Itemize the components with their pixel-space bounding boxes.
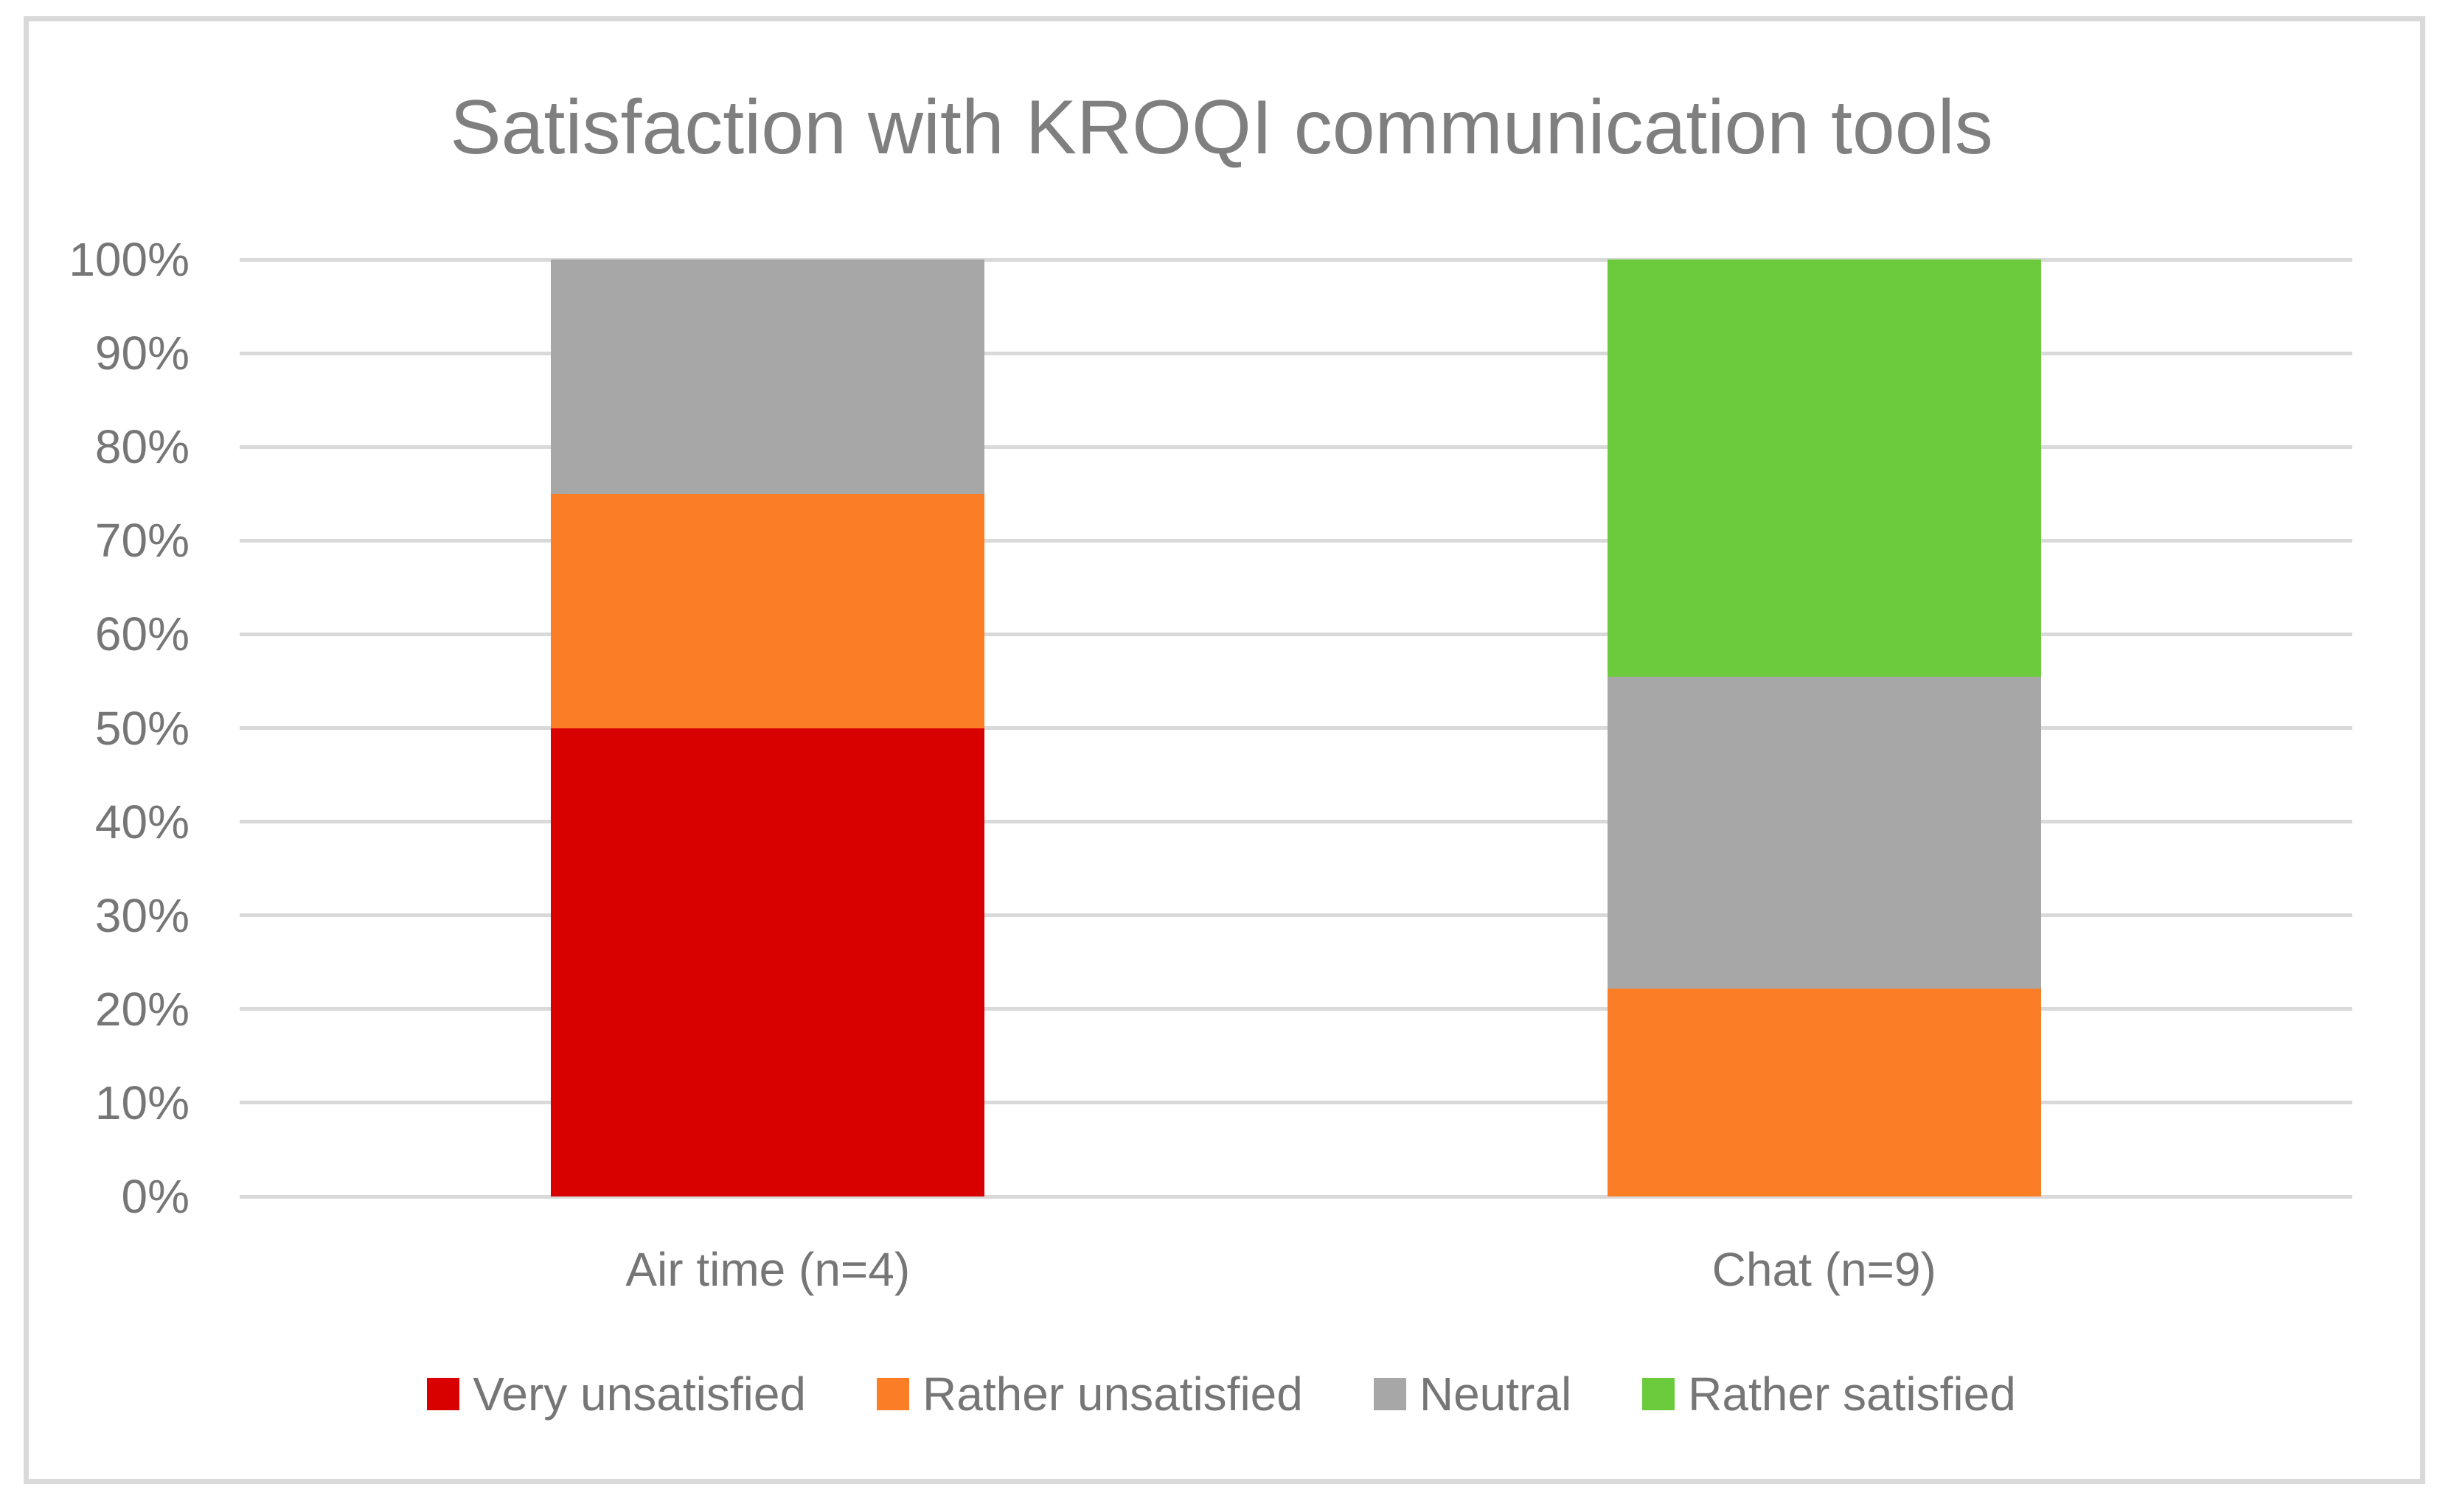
segment-neutral-air-time-n-4	[551, 259, 985, 494]
legend-item-neutral: Neutral	[1373, 1368, 1572, 1421]
y-axis-tick-labels: 0% 10% 20% 30% 40% 50% 60% 70% 80% 90% 100%	[24, 236, 190, 1220]
y-tick-label-80: 80%	[94, 420, 190, 474]
gridline-50	[240, 726, 2352, 730]
y-tick-label-90: 90%	[94, 327, 190, 380]
y-tick-label-70: 70%	[94, 514, 190, 568]
gridline-90	[240, 351, 2352, 355]
gridline-60	[240, 632, 2352, 636]
gridline-20	[240, 1007, 2352, 1011]
y-tick-label-30: 30%	[94, 888, 190, 942]
legend-label-rather-unsatisfied: Rather unsatisfied	[922, 1368, 1303, 1421]
category-label-chat-n-9: Chat (n=9)	[1712, 1243, 1936, 1296]
category-label-air-time-n-4: Air time (n=4)	[625, 1243, 911, 1296]
gridline-30	[240, 913, 2352, 918]
gridline-10	[240, 1101, 2352, 1105]
legend-item-very-unsatisfied: Very unsatisfied	[427, 1370, 806, 1418]
segment-very-unsatisfied-air-time-n-4	[551, 728, 985, 1196]
legend: Very unsatisfied Rather unsatisfied Neutra…	[0, 1368, 2443, 1420]
gridline-80	[240, 445, 2352, 449]
segment-rather-unsatisfied-chat-n-9	[1607, 988, 2041, 1196]
y-tick-label-10: 10%	[94, 1076, 190, 1129]
legend-swatch-very-unsatisfied	[427, 1378, 460, 1410]
y-tick-label-0: 0%	[121, 1170, 190, 1223]
gridline-100	[240, 257, 2352, 262]
gridline-0	[240, 1194, 2352, 1199]
y-tick-label-20: 20%	[94, 982, 190, 1036]
chart-border	[24, 16, 2425, 1484]
y-tick-label-40: 40%	[94, 795, 190, 849]
legend-swatch-rather-satisfied	[1642, 1378, 1675, 1410]
gridline-70	[240, 538, 2352, 543]
x-axis-category-labels: Air time (n=4) Chat (n=9)	[240, 1246, 2352, 1305]
legend-swatch-rather-unsatisfied	[877, 1378, 909, 1410]
chart-title: Satisfaction with KROQI communication to…	[450, 85, 1993, 170]
segment-rather-satisfied-chat-n-9	[1607, 259, 2041, 677]
plot-area	[240, 257, 2352, 1199]
y-tick-label-60: 60%	[94, 607, 190, 661]
segment-rather-unsatisfied-air-time-n-4	[551, 493, 985, 728]
legend-swatch-neutral	[1373, 1378, 1406, 1410]
bar-chat-n-9	[1607, 259, 2041, 1196]
y-tick-label-50: 50%	[94, 701, 190, 755]
legend-item-rather-satisfied: Rather satisfied	[1642, 1370, 2016, 1418]
legend-label-neutral: Neutral	[1419, 1368, 1572, 1421]
legend-item-rather-unsatisfied: Rather unsatisfied	[877, 1370, 1303, 1418]
legend-label-rather-satisfied: Rather satisfied	[1688, 1368, 2016, 1421]
gridline-40	[240, 820, 2352, 824]
legend-label-very-unsatisfied: Very unsatisfied	[473, 1368, 806, 1421]
segment-neutral-chat-n-9	[1607, 676, 2041, 989]
bar-air-time-n-4	[551, 259, 985, 1196]
y-tick-label-100: 100%	[69, 233, 190, 286]
